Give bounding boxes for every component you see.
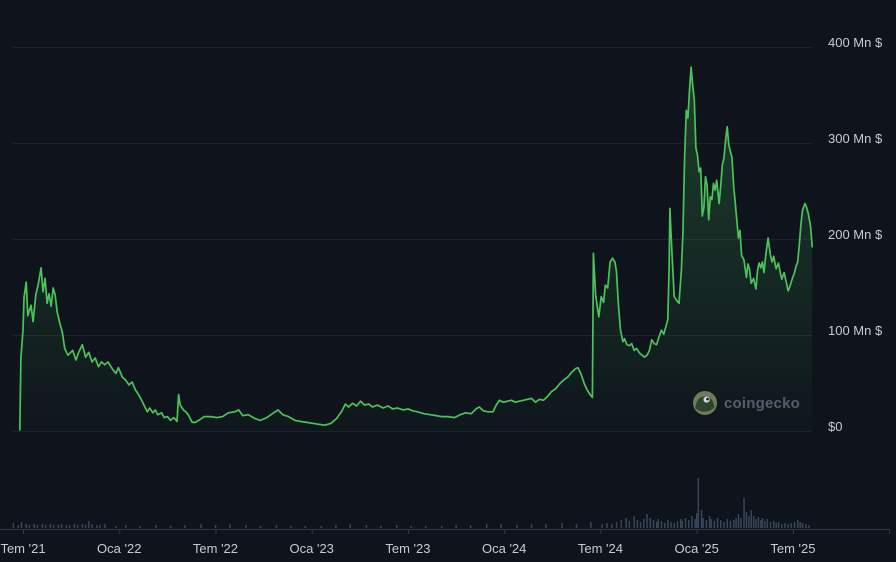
market-cap-line <box>18 66 814 431</box>
y-axis-label: 100 Mn $ <box>828 323 883 338</box>
x-axis-label: Tem '22 <box>192 541 239 556</box>
y-axis-label: 400 Mn $ <box>828 35 883 50</box>
x-axis-label: Oca '23 <box>289 541 334 556</box>
y-axis-label: 300 Mn $ <box>828 131 883 146</box>
y-axis-label: 200 Mn $ <box>828 227 883 242</box>
x-axis-label: Oca '25 <box>674 541 719 556</box>
x-axis-label: Tem '21 <box>0 541 46 556</box>
x-axis-label: Tem '24 <box>577 541 623 556</box>
x-axis-label: Tem '25 <box>770 541 816 556</box>
y-axis-label: $0 <box>828 419 843 434</box>
coingecko-logo-icon <box>693 391 717 415</box>
x-axis-label: Tem '23 <box>385 541 431 556</box>
market-cap-area <box>19 67 813 431</box>
watermark-text: coingecko <box>724 394 800 412</box>
x-axis-label: Oca '22 <box>97 541 142 556</box>
coingecko-watermark: coingecko <box>693 391 800 415</box>
volume-bars <box>12 478 810 528</box>
x-axis-label: Oca '24 <box>481 541 527 556</box>
